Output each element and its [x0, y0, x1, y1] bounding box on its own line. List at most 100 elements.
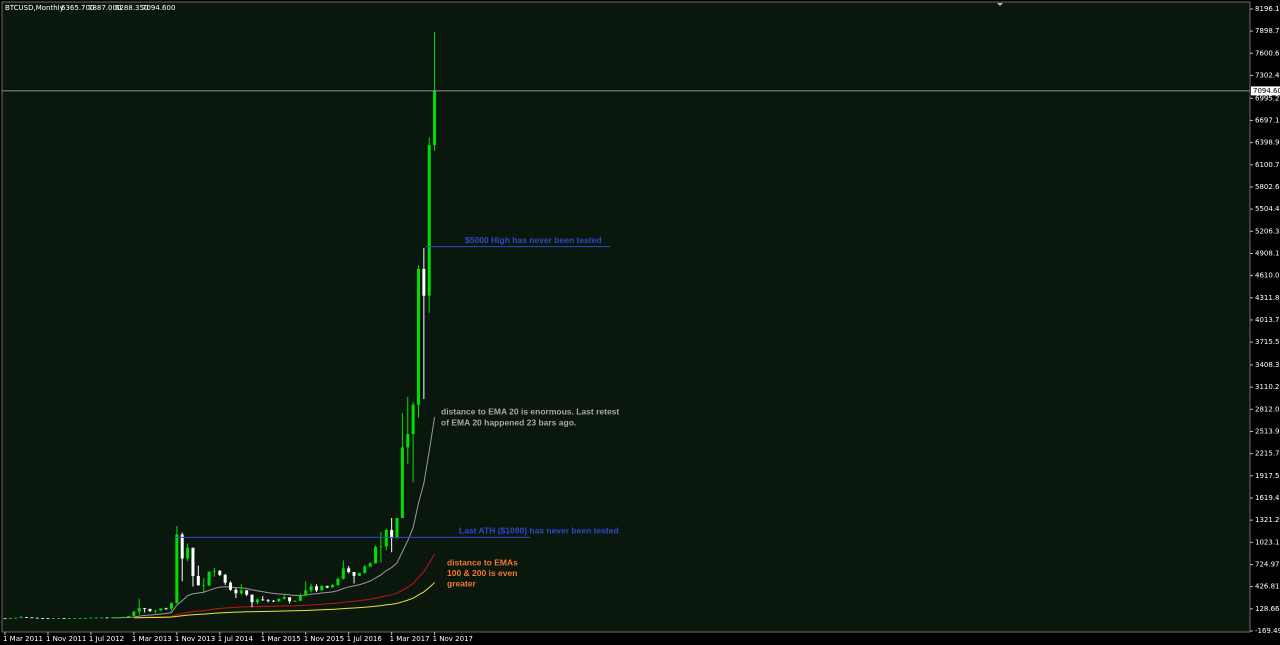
candle-body	[298, 595, 302, 601]
candle-body	[121, 616, 125, 618]
ohlc-label: 7887.000	[88, 4, 121, 12]
ohlc-label: 6365.700	[61, 4, 94, 12]
candle-body	[368, 563, 372, 567]
price-tag	[1251, 86, 1280, 96]
ema-line	[133, 553, 436, 619]
candle-body	[105, 617, 109, 619]
y-tick-label: 4610.020	[1255, 272, 1280, 280]
candle-body	[400, 447, 404, 519]
symbol-label: BTCUSD,Monthly	[5, 4, 64, 12]
candle-body	[416, 268, 420, 405]
candle-body	[234, 589, 238, 594]
y-tick-label: 1023.125	[1255, 538, 1280, 546]
candle-body	[379, 546, 383, 548]
candle-body	[239, 590, 243, 594]
note-text: distance to EMAs	[447, 557, 518, 567]
candle-body	[336, 578, 340, 586]
candle-body	[41, 618, 45, 619]
candle-body	[411, 404, 415, 435]
candle-body	[19, 617, 23, 619]
y-tick-label: 724.970	[1255, 560, 1280, 568]
x-tick-label: 1 Nov 2017	[433, 635, 473, 643]
level-label: $5000 High has never been tested	[465, 235, 602, 245]
candle-body	[331, 585, 335, 588]
candle-body	[24, 617, 28, 619]
x-tick-label: 1 Mar 2013	[132, 635, 172, 643]
candle-body	[341, 568, 345, 579]
candle-body	[212, 570, 216, 572]
candle-body	[363, 566, 367, 574]
x-tick-label: 1 Mar 2011	[3, 635, 43, 643]
y-tick-label: 6995.260	[1255, 94, 1280, 102]
ohlc-label: 7094.600	[142, 4, 175, 12]
candle-body	[46, 618, 50, 619]
y-tick-label: 4311.865	[1255, 294, 1280, 302]
y-tick-label: 1321.280	[1255, 516, 1280, 524]
candle-body	[148, 608, 152, 612]
candle-body	[293, 600, 297, 602]
y-tick-label: 6100.795	[1255, 161, 1280, 169]
note-text: of EMA 20 happened 23 bars ago.	[441, 417, 576, 427]
x-tick-label: 1 Nov 2015	[304, 635, 344, 643]
y-tick-label: 4908.175	[1255, 249, 1280, 257]
candle-body	[288, 597, 292, 602]
candle-body	[62, 617, 66, 619]
y-tick-label: 5206.330	[1255, 227, 1280, 235]
candle-body	[3, 618, 7, 620]
candle-body	[73, 618, 77, 619]
candle-body	[309, 586, 313, 591]
y-tick-label: 5504.485	[1255, 205, 1280, 213]
candle-body	[159, 608, 163, 611]
candle-body	[164, 608, 168, 610]
level-label: Last ATH ($1090) has never been tested	[459, 526, 619, 536]
candle-body	[223, 574, 227, 583]
y-tick-label: 1917.590	[1255, 472, 1280, 480]
candle-body	[100, 617, 104, 619]
candle-body	[30, 617, 34, 619]
y-tick-label: 6697.105	[1255, 116, 1280, 124]
candle-body	[314, 586, 318, 591]
candle-body	[132, 611, 136, 616]
candle-body	[325, 585, 329, 588]
y-tick-label: 7898.760	[1255, 27, 1280, 35]
candle-body	[89, 617, 93, 619]
candle-body	[427, 145, 431, 296]
candle-body	[357, 573, 361, 576]
candle-body	[272, 600, 275, 602]
candle-body	[116, 617, 120, 619]
x-tick-label: 1 Mar 2015	[261, 635, 301, 643]
y-tick-label: 8196.155	[1255, 5, 1280, 13]
x-tick-label: 1 Jul 2016	[347, 635, 383, 643]
x-tick-label: 1 Jul 2014	[218, 635, 254, 643]
y-tick-label: -169.495	[1255, 627, 1280, 635]
price-tag-label: 7094.600	[1253, 87, 1280, 95]
y-tick-label: 2513.900	[1255, 427, 1280, 435]
candle-body	[57, 617, 61, 619]
candle-body	[352, 572, 356, 576]
x-tick-label: 1 Mar 2017	[390, 635, 430, 643]
y-tick-label: 128.660	[1255, 605, 1280, 613]
candle-body	[207, 571, 211, 586]
y-tick-label: 4013.710	[1255, 316, 1280, 324]
candle-body	[191, 547, 195, 577]
ema-line	[112, 416, 436, 619]
candle-body	[51, 618, 55, 619]
candle-body	[196, 576, 200, 586]
ohlc-label: 6288.350	[115, 4, 148, 12]
candle-body	[304, 590, 308, 596]
candle-body	[110, 617, 114, 619]
y-tick-label: 5802.640	[1255, 183, 1280, 191]
candle-body	[250, 594, 254, 603]
ema-line	[133, 582, 435, 619]
candle-body	[218, 570, 222, 575]
candle-body	[282, 597, 286, 599]
note-text: greater	[447, 578, 477, 588]
x-tick-label: 1 Nov 2011	[46, 635, 86, 643]
candle-body	[266, 600, 270, 602]
candle-body	[255, 599, 259, 603]
candle-body	[137, 608, 141, 612]
candle-body	[202, 585, 206, 587]
y-tick-label: 3715.555	[1255, 338, 1280, 346]
